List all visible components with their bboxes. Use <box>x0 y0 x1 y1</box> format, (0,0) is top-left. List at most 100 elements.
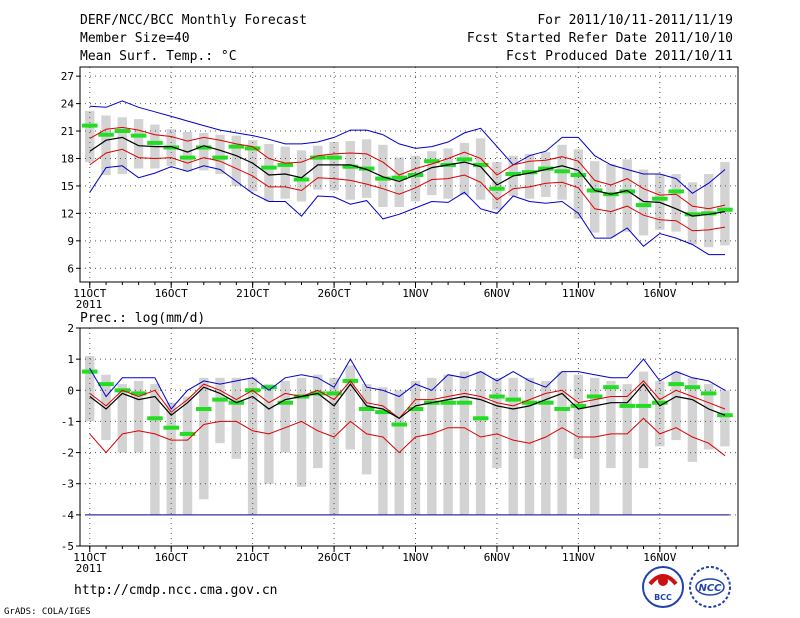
observed-marker <box>586 394 603 399</box>
observed-marker <box>212 155 228 160</box>
range-box <box>117 384 127 453</box>
x-year-label: 2011 <box>76 298 103 311</box>
observed-marker <box>668 382 684 387</box>
observed-marker <box>554 407 570 411</box>
observed-marker <box>505 172 521 176</box>
start-date-label: Fcst Started Refer Date 2011/10/10 <box>467 31 733 46</box>
range-box <box>541 152 551 197</box>
range-box <box>492 162 502 210</box>
range-box <box>508 377 518 515</box>
range-box <box>345 141 355 200</box>
observed-marker <box>326 155 342 160</box>
range-box <box>443 148 453 199</box>
range-box <box>720 390 730 447</box>
observed-marker <box>391 422 407 427</box>
range-box <box>622 384 632 515</box>
observed-marker <box>521 170 538 175</box>
range-box <box>133 380 144 453</box>
range-box <box>638 169 649 236</box>
range-box <box>182 396 193 515</box>
x-tick-label: 11NOV <box>562 287 595 300</box>
x-tick-label: 6NOV <box>484 551 511 564</box>
observed-marker <box>521 400 538 405</box>
range-box <box>704 174 714 248</box>
observed-marker <box>179 155 196 160</box>
observed-marker <box>310 155 326 160</box>
header-right: For 2011/10/11-2011/11/19 Fcst Started R… <box>467 13 733 64</box>
produced-date-label: Fcst Produced Date 2011/10/11 <box>506 49 733 64</box>
observed-marker <box>293 177 310 182</box>
observed-marker <box>554 169 570 174</box>
range-box <box>704 384 714 450</box>
y-tick-label: -2 <box>61 447 74 460</box>
observed-marker <box>261 165 277 170</box>
observed-marker <box>196 145 212 150</box>
ensemble-mean-line <box>89 383 726 420</box>
observed-marker <box>147 140 163 145</box>
observed-marker <box>472 162 489 167</box>
min-line <box>89 165 725 256</box>
ensemble-mean-line <box>89 136 726 217</box>
observed-marker <box>619 189 635 194</box>
x-tick-label: 1NOV <box>402 287 429 300</box>
range-box <box>101 115 111 175</box>
range-box <box>313 145 323 190</box>
range-box <box>199 132 209 171</box>
observed-marker <box>652 196 668 201</box>
max-line <box>89 100 726 194</box>
observed-marker <box>212 397 228 402</box>
range-box <box>280 146 290 199</box>
range-box <box>264 143 274 202</box>
y-tick-label: 0 <box>67 384 74 397</box>
range-box <box>475 371 486 515</box>
range-box <box>215 134 225 174</box>
plot-frame <box>79 327 739 547</box>
range-box <box>247 377 258 515</box>
forecast-period-label: For 2011/10/11-2011/11/19 <box>537 13 733 28</box>
range-box <box>378 387 388 515</box>
range-box <box>459 142 470 195</box>
range-box <box>199 377 209 500</box>
range-box <box>427 377 437 515</box>
observed-marker <box>375 410 391 415</box>
range-box <box>329 142 339 191</box>
y-tick-label: 2 <box>67 322 74 335</box>
range-box <box>638 371 649 469</box>
lower-spread-line <box>89 148 726 232</box>
observed-marker <box>228 144 245 149</box>
observed-marker <box>570 403 587 408</box>
observed-marker <box>635 203 652 208</box>
range-box <box>313 374 323 469</box>
observed-marker <box>196 407 212 411</box>
max-line <box>89 358 726 410</box>
range-box <box>524 377 535 515</box>
observed-marker <box>342 164 359 169</box>
observed-marker <box>456 157 473 162</box>
grads-credit: GrADS: COLA/IGES <box>4 607 91 617</box>
range-box <box>85 110 95 163</box>
observed-marker <box>440 400 456 405</box>
range-box <box>410 380 421 515</box>
y-tick-label: 12 <box>61 207 74 220</box>
upper-spread-line <box>89 380 726 419</box>
range-box <box>459 371 470 515</box>
x-tick-label: 1NOV <box>402 551 429 564</box>
range-box <box>590 161 600 233</box>
observed-marker <box>700 211 717 216</box>
range-box <box>492 377 502 469</box>
observed-marker <box>163 425 179 430</box>
x-tick-label: 16OCT <box>155 287 188 300</box>
range-box <box>410 155 421 202</box>
range-box <box>280 380 290 453</box>
range-box <box>378 144 388 207</box>
observed-marker <box>82 123 98 128</box>
y-tick-label: -3 <box>61 478 74 491</box>
y-tick-label: 24 <box>61 98 75 111</box>
y-tick-label: -5 <box>61 540 74 553</box>
x-tick-label: 21OCT <box>236 551 269 564</box>
y-tick-label: 9 <box>67 235 74 248</box>
figure-title: DERF/NCC/BCC Monthly Forecast <box>80 13 307 28</box>
range-box <box>524 153 535 199</box>
observed-marker <box>505 397 521 402</box>
observed-marker <box>261 385 277 390</box>
